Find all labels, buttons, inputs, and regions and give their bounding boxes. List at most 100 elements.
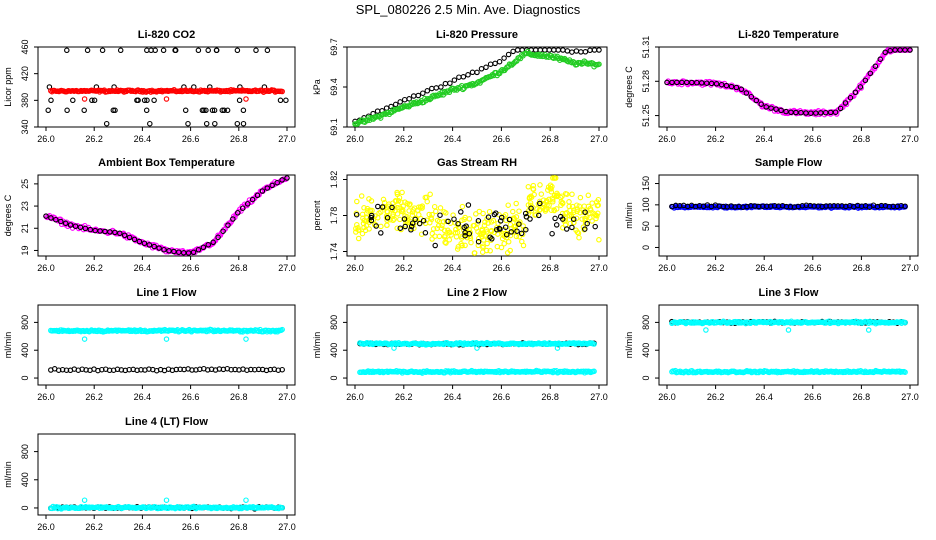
point-black (103, 120, 110, 127)
point-black (99, 47, 106, 54)
point-black (433, 85, 440, 91)
point-yellow (432, 233, 438, 239)
point-black (409, 220, 416, 226)
point-black (528, 205, 534, 212)
point-yellow (513, 233, 520, 240)
point-black (437, 212, 443, 218)
point-green (364, 117, 371, 124)
x-tick-label: 26.0 (37, 263, 55, 273)
y-axis-label: ml/min (312, 332, 322, 359)
point-black (907, 47, 913, 53)
point-black (397, 99, 403, 105)
point-yellow (589, 218, 595, 224)
point-black (151, 243, 157, 250)
point-black (215, 234, 221, 241)
point-red-outlier (163, 96, 170, 102)
point-yellow (446, 237, 453, 243)
point-black (584, 220, 590, 227)
x-tick-label: 26.6 (493, 263, 511, 273)
point-black (569, 49, 575, 55)
point-yellow (571, 219, 577, 226)
x-tick-label: 27.0 (901, 134, 919, 144)
point-black (279, 177, 285, 183)
point-yellow (487, 248, 493, 254)
point-cyan-low (773, 368, 779, 374)
point-yellow (551, 175, 558, 181)
point-black (224, 107, 231, 114)
point-cyan-outlier (474, 345, 480, 351)
point-black (161, 246, 167, 253)
point-black (778, 107, 784, 114)
point-yellow (581, 227, 587, 233)
point-black (491, 211, 498, 218)
point-yellow (419, 203, 426, 209)
chart-title: Line 3 Flow (759, 287, 819, 299)
point-yellow (530, 182, 537, 189)
y-tick-label: 69.7 (329, 38, 339, 56)
point-yellow (404, 200, 410, 207)
point-yellow (448, 232, 454, 238)
point-yellow (525, 184, 532, 190)
point-black (392, 101, 399, 108)
point-yellow (394, 191, 401, 198)
point-yellow (442, 239, 448, 246)
point-black (478, 66, 485, 72)
point-yellow (520, 223, 526, 229)
y-tick-label: 1.78 (329, 207, 339, 225)
point-green (541, 53, 547, 59)
point-black (768, 105, 774, 111)
point-black (152, 47, 158, 54)
point-black (240, 107, 247, 114)
point-yellow (459, 203, 466, 210)
point-yellow (405, 216, 411, 222)
y-tick-label: 51.28 (641, 70, 651, 93)
x-tick-label: 26.4 (134, 392, 152, 402)
point-yellow (531, 191, 537, 198)
point-yellow (490, 217, 497, 224)
y-tick-label: 800 (641, 315, 651, 330)
point-black (389, 204, 395, 211)
point-yellow (545, 187, 551, 193)
point-black (852, 89, 859, 96)
point-yellow (480, 243, 486, 249)
point-cyan-outlier (703, 327, 709, 333)
point-yellow (530, 186, 537, 193)
point-black (89, 97, 95, 104)
point-yellow (390, 217, 396, 224)
point-black (236, 97, 243, 104)
point-cyan-outlier (243, 497, 249, 503)
point-black (465, 72, 471, 78)
y-tick-label: 800 (20, 315, 30, 330)
point-black (514, 47, 521, 53)
point-green (408, 100, 415, 106)
point-yellow (441, 234, 448, 240)
point-yellow (358, 193, 365, 199)
point-yellow (391, 203, 398, 210)
point-yellow (592, 212, 599, 218)
point-black (887, 47, 893, 54)
point-black (475, 218, 482, 224)
point-yellow (596, 237, 602, 243)
point-yellow (380, 196, 387, 203)
x-tick-label: 26.4 (444, 263, 462, 273)
point-cyan (132, 328, 139, 335)
x-tick-label: 26.0 (658, 263, 676, 273)
point-yellow (555, 192, 561, 198)
point-yellow (363, 222, 370, 229)
point-black (892, 47, 898, 53)
chart-title: Li-820 CO2 (138, 29, 195, 41)
point-black (487, 234, 493, 240)
point-black (72, 223, 79, 229)
point-black (220, 228, 226, 234)
point-black (532, 47, 539, 53)
point-black (406, 96, 412, 102)
point-black (397, 225, 404, 231)
plot-frame (37, 304, 296, 386)
point-black (493, 210, 499, 216)
point-black (412, 216, 418, 223)
point-black (420, 90, 426, 96)
point-yellow (592, 211, 598, 217)
point-green (377, 115, 384, 121)
point-black (379, 204, 386, 210)
